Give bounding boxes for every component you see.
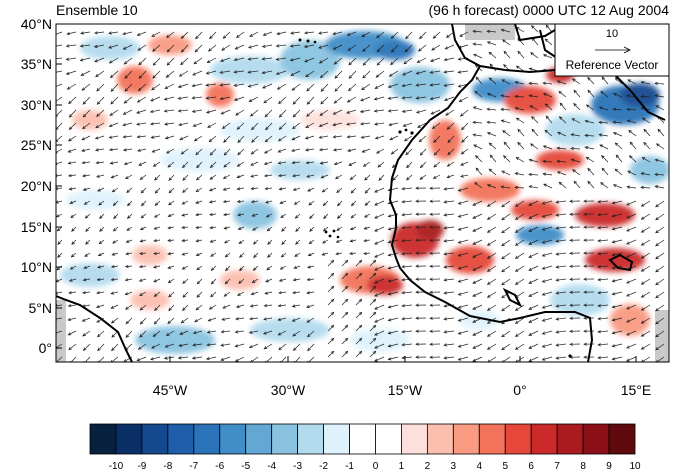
lon-label: 0°	[513, 382, 526, 398]
lat-label: 30°N	[0, 98, 52, 112]
colorbar-swatch	[583, 424, 609, 454]
lat-label: 35°N	[0, 57, 52, 71]
lon-label: 15°W	[388, 382, 422, 398]
wind-vector-head	[53, 86, 56, 88]
colorbar	[90, 424, 635, 454]
lon-label: 15°E	[621, 382, 652, 398]
colorbar-swatch	[90, 424, 116, 454]
wind-vector-head	[52, 71, 55, 74]
lat-label: 0°	[0, 341, 52, 355]
lat-label: 25°N	[0, 138, 52, 152]
lat-label: 20°N	[0, 179, 52, 193]
colorbar-swatch	[220, 424, 246, 454]
colorbar-swatch	[557, 424, 583, 454]
lat-label: 15°N	[0, 220, 52, 234]
colorbar-swatch	[194, 424, 220, 454]
colorbar-swatch	[246, 424, 272, 454]
colorbar-swatch	[168, 424, 194, 454]
missing-data-region-north	[465, 24, 515, 40]
colorbar-swatch	[350, 424, 376, 454]
wind-vector-head	[52, 58, 55, 61]
wind-vector-head	[53, 45, 56, 48]
colorbar-swatch	[324, 424, 350, 454]
colorbar-swatch	[142, 424, 168, 454]
colorbar-swatch	[453, 424, 479, 454]
reference-vector-magnitude: 10	[555, 28, 669, 40]
lat-label: 40°N	[0, 17, 52, 31]
colorbar-swatch	[272, 424, 298, 454]
colorbar-swatch	[609, 424, 635, 454]
colorbar-swatch	[505, 424, 531, 454]
colorbar-swatch	[427, 424, 453, 454]
lat-label: 10°N	[0, 260, 52, 274]
colorbar-swatch	[375, 424, 401, 454]
lon-label: 30°W	[271, 382, 305, 398]
colorbar-swatch	[479, 424, 505, 454]
lon-label: 45°W	[153, 382, 187, 398]
lat-label: 5°N	[0, 301, 52, 315]
colorbar-swatch	[401, 424, 427, 454]
colorbar-swatch	[298, 424, 324, 454]
colorbar-swatch	[531, 424, 557, 454]
reference-vector-label: Reference Vector	[555, 58, 669, 72]
colorbar-swatch	[116, 424, 142, 454]
